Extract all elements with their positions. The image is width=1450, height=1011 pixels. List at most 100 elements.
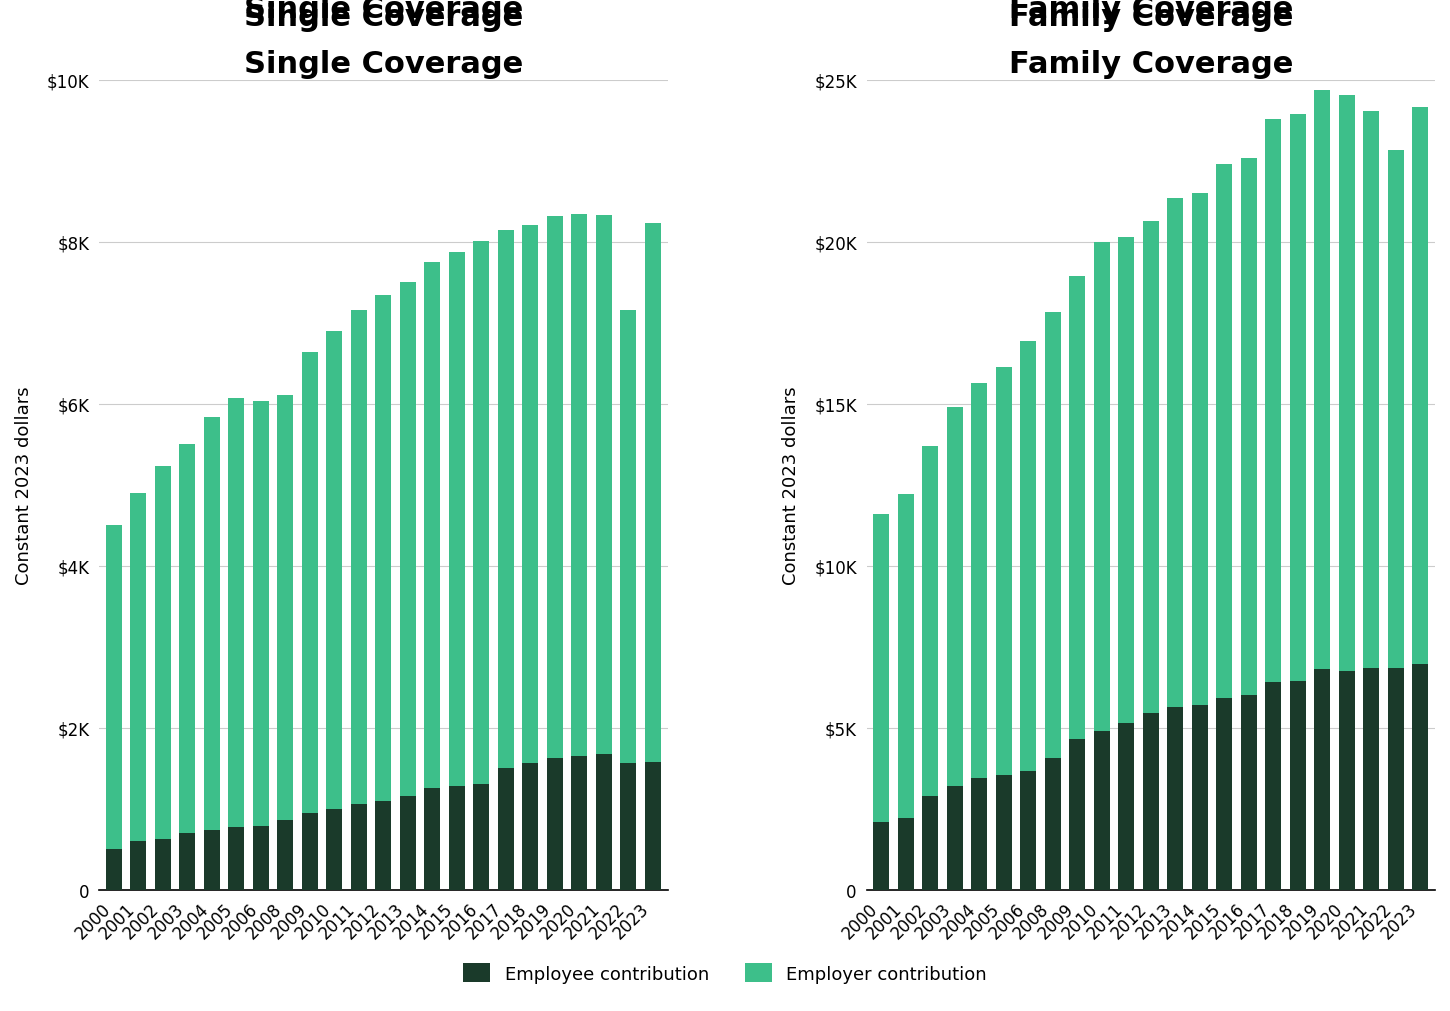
Bar (972, 383, 987, 778)
Bar (1167, 199, 1183, 707)
Bar (898, 819, 914, 890)
Bar (1266, 119, 1282, 682)
Bar (1192, 194, 1208, 706)
Bar (155, 839, 171, 890)
Bar (1412, 665, 1428, 890)
Bar (1192, 706, 1208, 890)
Bar (621, 310, 637, 763)
Bar (1338, 671, 1354, 890)
Bar (425, 263, 441, 789)
Bar (326, 332, 342, 809)
Bar (425, 789, 441, 890)
Bar (1143, 714, 1159, 890)
Bar (1388, 668, 1404, 890)
Bar (302, 814, 318, 890)
Bar (1290, 681, 1306, 890)
Bar (1266, 682, 1282, 890)
Bar (252, 401, 268, 826)
Bar (252, 826, 268, 890)
Bar (229, 827, 245, 890)
Bar (277, 395, 293, 820)
Bar (1241, 159, 1257, 696)
Text: Single Coverage: Single Coverage (244, 3, 523, 32)
Bar (645, 762, 661, 890)
Bar (596, 754, 612, 890)
Bar (873, 515, 889, 822)
Bar (645, 224, 661, 762)
Bar (996, 367, 1012, 774)
Bar (1093, 243, 1109, 731)
Bar (1412, 108, 1428, 665)
Bar (873, 822, 889, 890)
Bar (204, 418, 220, 830)
Bar (351, 310, 367, 804)
Bar (204, 830, 220, 890)
Bar (450, 253, 465, 787)
Y-axis label: Constant 2023 dollars: Constant 2023 dollars (14, 386, 33, 584)
Bar (1217, 165, 1232, 699)
Bar (947, 787, 963, 890)
Bar (302, 353, 318, 814)
Bar (376, 295, 392, 801)
Bar (497, 768, 513, 890)
Bar (1021, 771, 1037, 890)
Bar (922, 796, 938, 890)
Bar (947, 407, 963, 787)
Bar (1241, 696, 1257, 890)
Bar (1118, 723, 1134, 890)
Bar (1045, 312, 1061, 758)
Bar (571, 214, 587, 756)
Bar (474, 784, 490, 890)
Bar (351, 804, 367, 890)
Bar (1021, 342, 1037, 771)
Bar (400, 797, 416, 890)
Bar (1290, 115, 1306, 681)
Text: Family Coverage: Family Coverage (1009, 0, 1293, 24)
Bar (1045, 758, 1061, 890)
Bar (1314, 91, 1330, 669)
Bar (1363, 668, 1379, 890)
Bar (474, 242, 490, 784)
Bar (996, 774, 1012, 890)
Bar (130, 841, 146, 890)
Bar (376, 801, 392, 890)
Bar (130, 493, 146, 841)
Bar (400, 283, 416, 797)
Bar (277, 820, 293, 890)
Bar (596, 216, 612, 754)
Bar (1143, 221, 1159, 714)
Bar (1338, 95, 1354, 671)
Bar (1217, 699, 1232, 890)
Bar (326, 809, 342, 890)
Bar (972, 778, 987, 890)
Bar (1093, 731, 1109, 890)
Title: Family Coverage: Family Coverage (1009, 50, 1293, 79)
Bar (1069, 739, 1085, 890)
Bar (547, 216, 563, 758)
Bar (522, 763, 538, 890)
Bar (1118, 238, 1134, 723)
Legend: Employee contribution, Employer contribution: Employee contribution, Employer contribu… (454, 954, 996, 992)
Bar (522, 225, 538, 763)
Bar (229, 398, 245, 827)
Bar (1167, 707, 1183, 890)
Bar (1363, 111, 1379, 668)
Title: Single Coverage: Single Coverage (244, 50, 523, 79)
Bar (497, 231, 513, 768)
Bar (155, 467, 171, 839)
Bar (898, 495, 914, 819)
Bar (180, 833, 196, 890)
Bar (180, 445, 196, 833)
Bar (571, 756, 587, 890)
Text: Single Coverage: Single Coverage (244, 0, 523, 24)
Bar (1069, 277, 1085, 739)
Bar (450, 787, 465, 890)
Bar (1388, 151, 1404, 668)
Bar (1314, 669, 1330, 890)
Text: Family Coverage: Family Coverage (1009, 3, 1293, 32)
Bar (621, 763, 637, 890)
Bar (922, 447, 938, 796)
Y-axis label: Constant 2023 dollars: Constant 2023 dollars (783, 386, 800, 584)
Bar (547, 758, 563, 890)
Bar (106, 526, 122, 849)
